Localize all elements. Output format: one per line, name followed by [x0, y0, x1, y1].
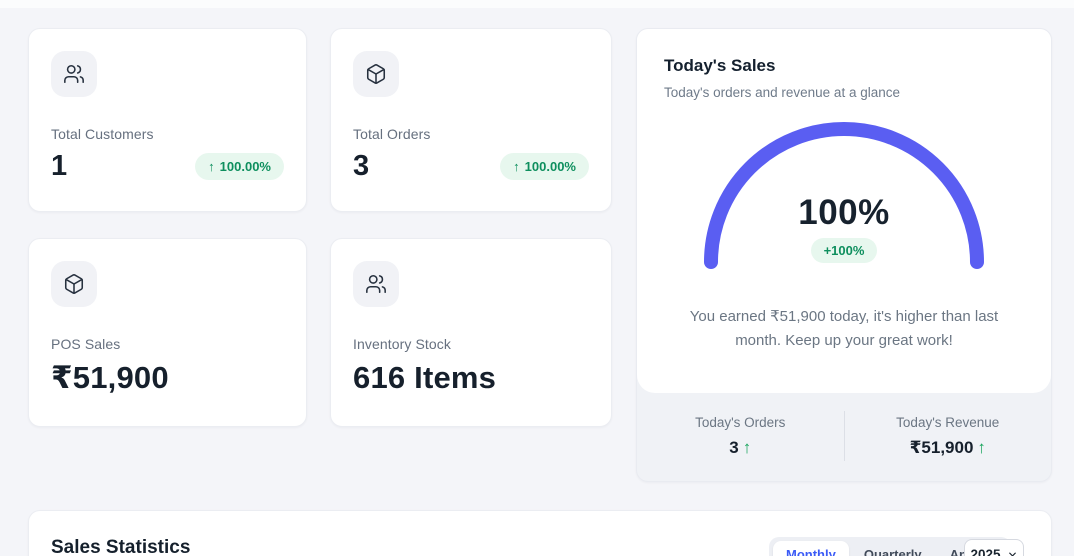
stat-label: Inventory Stock — [353, 336, 451, 352]
tab-quarterly[interactable]: Quarterly — [863, 547, 922, 556]
sales-gauge: 100% +100% — [637, 121, 1051, 271]
todays-revenue: Today's Revenue ₹51,900 ↑ — [845, 415, 1052, 458]
footer-divider — [843, 411, 845, 461]
year-select-value: 2025 — [970, 546, 1001, 556]
trend-badge: ↑ 100.00% — [195, 153, 284, 180]
stat-value: 3 — [353, 150, 370, 182]
stat-value: 616 Items — [353, 360, 497, 395]
tab-monthly[interactable]: Monthly — [773, 541, 849, 556]
sales-message: You earned ₹51,900 today, it's higher th… — [689, 308, 999, 349]
stat-value: ₹51,900 — [51, 360, 169, 395]
gauge-delta-badge: +100% — [810, 238, 878, 263]
sales-statistics-card: Sales Statistics Monthly Quarterly Annua… — [28, 510, 1052, 556]
stat-card-inventory-stock: Inventory Stock 616 Items — [330, 238, 612, 427]
stat-label: Total Orders — [353, 126, 431, 142]
stat-label: POS Sales — [51, 336, 121, 352]
revenue-value: ₹51,900 — [909, 437, 974, 457]
up-arrow-icon: ↑ — [977, 437, 986, 457]
up-arrow-icon: ↑ — [513, 159, 520, 174]
chevron-down-icon — [1008, 552, 1016, 556]
stat-card-total-customers: Total Customers 1 ↑ 100.00% — [28, 28, 307, 212]
stat-value: 1 — [51, 150, 68, 182]
sales-statistics-title: Sales Statistics — [51, 537, 191, 556]
gauge-percent: 100% — [798, 193, 890, 232]
package-icon — [51, 261, 97, 307]
stat-card-pos-sales: POS Sales ₹51,900 — [28, 238, 307, 427]
year-select[interactable]: 2025 — [964, 539, 1024, 556]
revenue-label: Today's Revenue — [896, 414, 1000, 430]
users-icon — [353, 261, 399, 307]
top-strip — [0, 0, 1074, 8]
todays-sales-content — [637, 29, 1051, 393]
todays-orders: Today's Orders 3 ↑ — [637, 415, 844, 458]
stat-card-total-orders: Total Orders 3 ↑ 100.00% — [330, 28, 612, 212]
panel-title: Today's Sales — [664, 56, 776, 75]
todays-sales-panel: Today's Sales Today's orders and revenue… — [636, 28, 1052, 482]
up-arrow-icon: ↑ — [742, 437, 752, 457]
package-icon — [353, 51, 399, 97]
orders-value: 3 — [729, 437, 739, 457]
trend-percent: 100.00% — [524, 159, 576, 174]
stat-label: Total Customers — [51, 126, 154, 142]
gauge-arc — [704, 122, 984, 269]
trend-badge: ↑ 100.00% — [500, 153, 589, 180]
todays-sales-footer: Today's Orders 3 ↑ Today's Revenue ₹51,90… — [637, 391, 1051, 481]
users-icon — [51, 51, 97, 97]
trend-percent: 100.00% — [219, 159, 271, 174]
up-arrow-icon: ↑ — [208, 159, 215, 174]
panel-subtitle: Today's orders and revenue at a glance — [664, 85, 900, 100]
orders-label: Today's Orders — [695, 414, 786, 430]
